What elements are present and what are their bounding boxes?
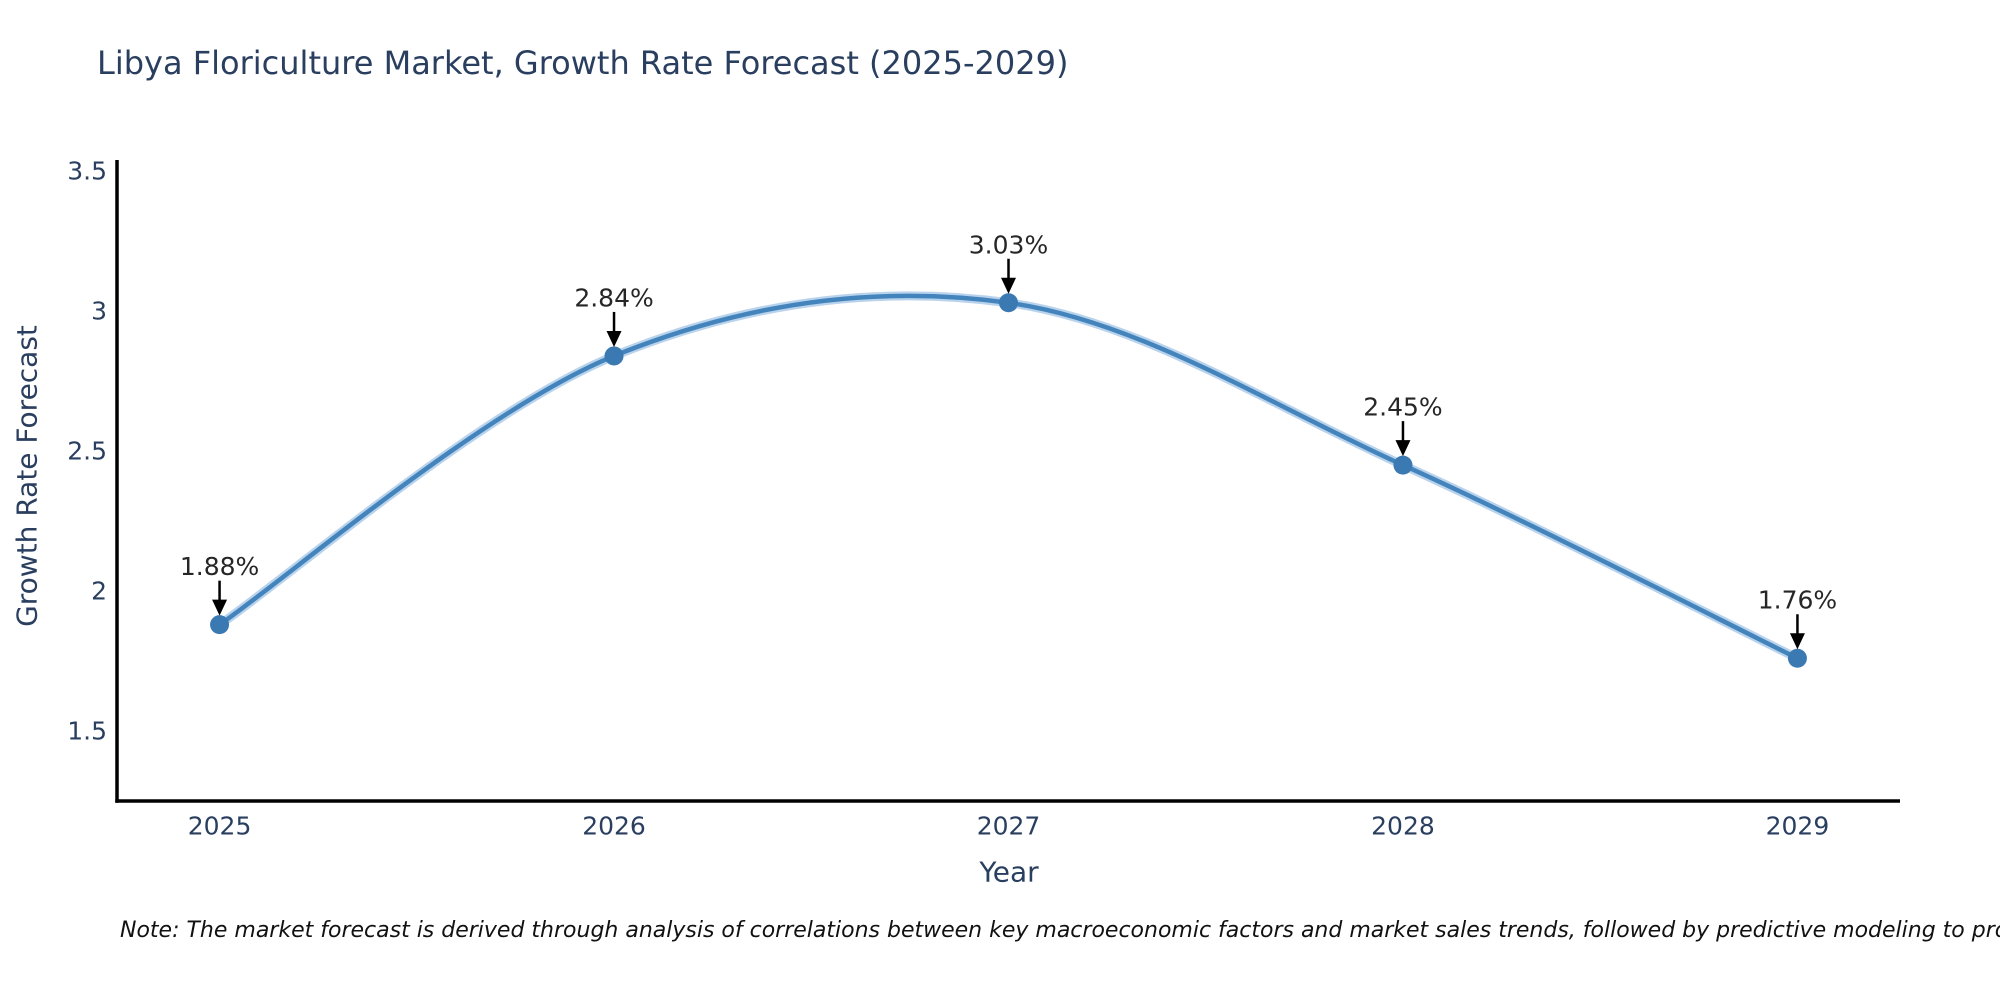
y-tick-label: 3 (91, 297, 107, 326)
x-axis-title: Year (979, 855, 1039, 889)
data-point-marker (1787, 648, 1807, 668)
y-tick-label: 2.5 (67, 437, 107, 466)
data-point-marker (210, 615, 230, 635)
annotation-arrowhead (1395, 440, 1411, 457)
annotation-label: 2.84% (574, 283, 653, 312)
x-tick-label: 2025 (188, 812, 252, 841)
y-axis-title: Growth Rate Forecast (10, 325, 44, 627)
annotation-label: 1.76% (1758, 586, 1837, 615)
footnote-text: Note: The market forecast is derived thr… (120, 918, 2000, 943)
data-point-marker (1393, 455, 1413, 475)
data-point-marker (999, 293, 1018, 313)
y-tick-label: 3.5 (67, 157, 107, 186)
annotation-arrowhead (1789, 633, 1805, 650)
data-point-marker (604, 346, 624, 366)
annotation-label: 3.03% (969, 230, 1048, 259)
forecast-curve-halo (215, 291, 1802, 663)
forecast-curve (217, 293, 1800, 661)
x-tick-label: 2027 (977, 812, 1041, 841)
x-tick-label: 2029 (1766, 812, 1830, 841)
annotation-label: 1.88% (180, 552, 259, 581)
annotation-arrowhead (606, 330, 622, 347)
y-tick-label: 2 (91, 577, 107, 606)
y-tick-label: 1.5 (67, 717, 107, 746)
chart-title: Libya Floriculture Market, Growth Rate F… (97, 44, 1069, 82)
x-tick-label: 2028 (1371, 812, 1435, 841)
annotation-label: 2.45% (1363, 393, 1442, 422)
annotation-arrowhead (1001, 277, 1016, 294)
x-tick-label: 2026 (582, 812, 646, 841)
annotation-arrowhead (212, 599, 228, 616)
